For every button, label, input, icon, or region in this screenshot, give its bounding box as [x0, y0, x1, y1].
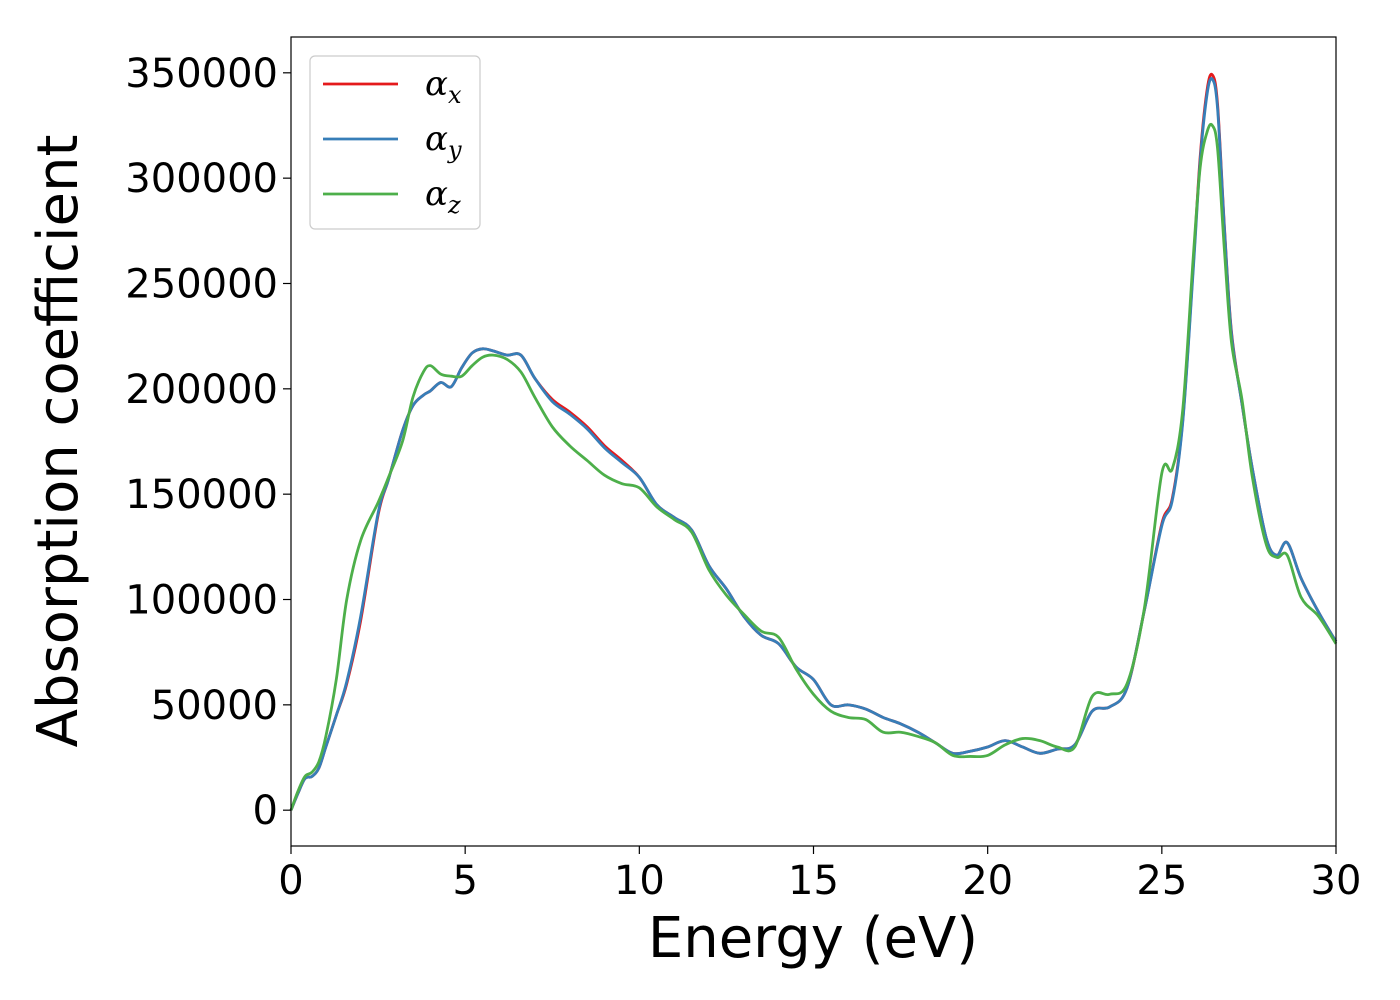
series-line-z	[289, 122, 1338, 811]
y-tick-label: 350000	[125, 51, 278, 97]
y-tick-label: 150000	[125, 472, 278, 518]
y-tick-label: 300000	[125, 156, 278, 202]
x-axis-label: Energy (eV)	[648, 906, 978, 971]
y-tick-label: 100000	[125, 578, 278, 624]
y-axis-label: Absorption coefficient	[26, 135, 91, 748]
x-tick-label: 25	[1136, 858, 1187, 904]
x-tick-label: 20	[962, 858, 1013, 904]
x-axis-ticks: 0 5 10 15 20 25 30	[278, 846, 1361, 904]
x-tick-label: 0	[278, 858, 303, 904]
series-layer	[289, 72, 1338, 811]
y-tick-label: 50000	[151, 683, 278, 729]
y-axis-ticks: 0 50000 100000 150000 200000 250000 300000 3500…	[125, 51, 291, 834]
x-tick-label: 15	[788, 858, 839, 904]
y-tick-label: 200000	[125, 367, 278, 413]
y-tick-label: 250000	[125, 261, 278, 307]
series-line-y	[289, 77, 1338, 811]
x-tick-label: 30	[1311, 858, 1362, 904]
legend-box	[309, 55, 481, 230]
x-tick-label: 10	[614, 858, 665, 904]
legend-subscript: x	[448, 81, 462, 109]
legend-subscript: y	[447, 136, 462, 164]
legend-label-y: αy	[425, 119, 462, 164]
y-tick-label: 0	[253, 788, 278, 834]
legend-subscript: z	[447, 191, 461, 219]
x-tick-label: 5	[452, 858, 477, 904]
